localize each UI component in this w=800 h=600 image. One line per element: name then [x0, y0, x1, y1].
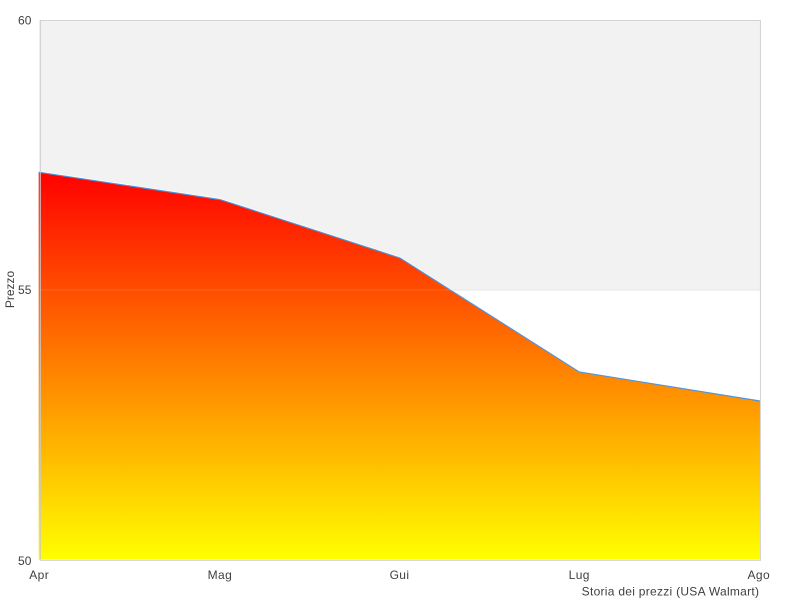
svg-text:60: 60	[18, 14, 32, 28]
svg-text:Apr: Apr	[29, 568, 49, 582]
svg-text:55: 55	[18, 283, 32, 297]
svg-text:Lug: Lug	[569, 568, 590, 582]
svg-text:50: 50	[18, 554, 32, 568]
svg-text:Prezzo: Prezzo	[3, 271, 17, 309]
svg-text:Mag: Mag	[208, 568, 233, 582]
svg-text:Gui: Gui	[390, 568, 410, 582]
svg-text:Ago: Ago	[748, 568, 771, 582]
svg-text:Storia dei prezzi (USA Walmart: Storia dei prezzi (USA Walmart)	[582, 584, 760, 598]
